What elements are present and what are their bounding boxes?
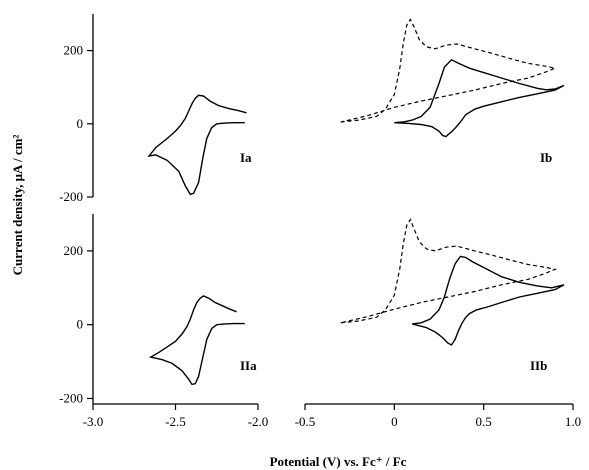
x-tick-label-col-1-1: 0 <box>391 414 398 429</box>
panel-label-IIb: IIb <box>530 358 547 373</box>
x-axis-title: Potential (V) vs. Fc⁺ / Fc <box>270 454 407 469</box>
cv-curve-Ib-dashed-0 <box>340 18 558 123</box>
cv-curve-Ib-solid-1 <box>394 58 565 138</box>
x-tick-label-col-1-3: 1.0 <box>565 414 581 429</box>
cv-curve-Ia-solid-0 <box>147 94 247 196</box>
panel-label-Ib: Ib <box>540 150 552 165</box>
y-tick-label-row-1-2: 200 <box>64 243 84 258</box>
x-tick-label-col-0-0: -3.0 <box>83 414 104 429</box>
y-tick-label-row-1-1: 0 <box>77 317 84 332</box>
y-tick-label-row-0-1: 0 <box>77 116 84 131</box>
curves-layer <box>147 18 565 386</box>
x-tick-label-col-1-0: -0.5 <box>295 414 316 429</box>
panel-label-IIa: IIa <box>240 358 257 373</box>
axes-layer <box>87 14 574 410</box>
panel-label-Ia: Ia <box>240 150 252 165</box>
y-tick-label-row-0-0: -200 <box>59 189 83 204</box>
cv-curve-IIb-solid-1 <box>412 255 565 346</box>
y-tick-label-row-1-0: -200 <box>59 390 83 405</box>
x-tick-label-col-0-1: -2.5 <box>165 414 186 429</box>
labels-layer: -200 0 200 -200 0 200 -3.0 -2.5 -2.0 -0.5 0 0.5 1.0 I… <box>59 43 581 429</box>
cv-curve-IIa-solid-0 <box>148 295 245 386</box>
y-tick-label-row-0-2: 200 <box>64 43 84 58</box>
x-tick-label-col-0-2: -2.0 <box>248 414 269 429</box>
cv-curve-IIb-dashed-0 <box>340 218 558 324</box>
x-tick-label-col-1-2: 0.5 <box>476 414 492 429</box>
y-axis-title: Current density, μA / cm² <box>10 135 25 276</box>
